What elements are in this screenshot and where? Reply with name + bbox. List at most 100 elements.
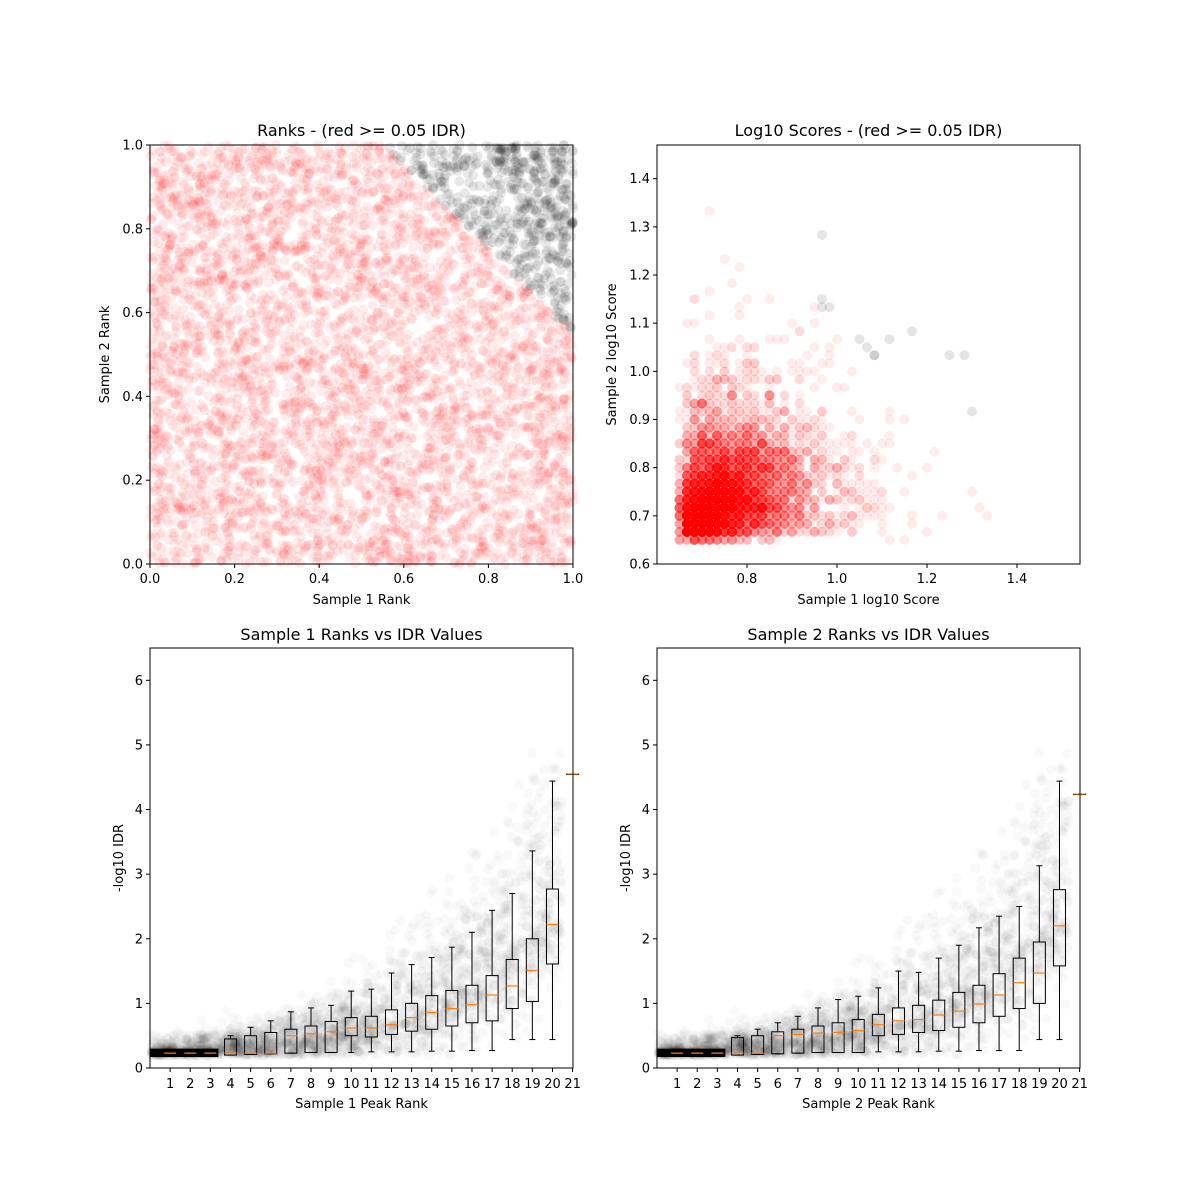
scatter-point bbox=[152, 540, 163, 551]
scatter-point bbox=[305, 466, 316, 477]
scatter-point bbox=[206, 221, 217, 232]
scatter-point bbox=[333, 536, 343, 547]
scatter-point bbox=[441, 158, 452, 169]
scatter-point bbox=[553, 292, 564, 303]
scatter-point bbox=[155, 205, 166, 216]
scatter-point bbox=[385, 256, 395, 267]
scatter-point bbox=[340, 405, 351, 416]
scatter-point bbox=[459, 544, 470, 554]
scatter-point bbox=[558, 479, 569, 490]
scatter-point bbox=[412, 509, 423, 520]
scatter-point bbox=[561, 352, 572, 363]
scatter-point bbox=[321, 467, 332, 478]
scatter-point bbox=[427, 551, 438, 562]
scatter-point bbox=[209, 523, 220, 534]
scatter-point bbox=[274, 438, 285, 449]
scatter-point bbox=[351, 246, 362, 257]
scatter-point bbox=[174, 250, 185, 261]
scatter-point bbox=[387, 522, 398, 533]
scatter-point bbox=[457, 417, 468, 428]
scatter-point bbox=[482, 270, 493, 281]
scatter-point bbox=[530, 174, 541, 185]
scatter-point bbox=[404, 266, 415, 276]
scatter-point bbox=[270, 264, 281, 275]
scatter-point bbox=[273, 503, 284, 513]
scatter-point bbox=[452, 502, 463, 513]
scatter-point bbox=[536, 427, 547, 438]
scatter-point bbox=[206, 185, 217, 195]
scatter-point bbox=[549, 298, 560, 309]
scatter-point bbox=[301, 175, 312, 186]
scatter-point bbox=[209, 476, 220, 487]
scatter-point bbox=[519, 239, 529, 250]
scatter-point bbox=[258, 270, 269, 281]
scatter-point bbox=[566, 352, 577, 363]
scatter-point bbox=[375, 378, 386, 389]
scatter-point bbox=[212, 348, 223, 359]
scatter-point bbox=[339, 296, 349, 307]
scatter-point bbox=[184, 357, 195, 368]
scatter-point bbox=[150, 348, 161, 359]
scatter-point bbox=[182, 457, 192, 468]
scatter-point bbox=[177, 522, 188, 532]
scatter-point bbox=[201, 264, 212, 275]
scatter-point bbox=[518, 284, 529, 295]
scatter-point bbox=[315, 215, 326, 225]
scatter-point bbox=[476, 278, 486, 289]
scatter-point bbox=[536, 375, 547, 386]
scatter-point bbox=[249, 471, 260, 482]
scatter-point bbox=[165, 488, 175, 499]
scatter-point bbox=[254, 372, 265, 383]
scatter-point bbox=[283, 270, 294, 281]
scatter-point bbox=[353, 542, 364, 553]
scatter-point bbox=[270, 187, 280, 198]
scatter-point bbox=[355, 292, 366, 303]
scatter-point bbox=[210, 251, 221, 262]
scatter-point bbox=[217, 182, 228, 193]
scatter-point bbox=[253, 386, 264, 397]
scatter-point bbox=[155, 443, 166, 454]
scatter-point bbox=[481, 386, 492, 396]
scatter-point bbox=[552, 355, 563, 365]
scatter-point bbox=[203, 198, 213, 209]
scatter-point bbox=[482, 181, 493, 192]
scatter-point bbox=[213, 426, 224, 437]
scatter-point bbox=[240, 178, 250, 189]
scatter-point bbox=[322, 335, 333, 346]
scatter-point bbox=[422, 182, 433, 193]
scatter-point bbox=[247, 243, 258, 254]
scatter-point bbox=[445, 340, 456, 351]
scatter-point bbox=[391, 150, 402, 161]
scatter-point bbox=[251, 503, 262, 514]
scatter-point bbox=[501, 410, 512, 421]
scatter-point bbox=[555, 265, 566, 276]
scatter-point bbox=[549, 461, 560, 472]
scatter-point bbox=[323, 171, 334, 182]
scatter-point bbox=[557, 533, 568, 543]
scatter-point bbox=[411, 147, 422, 158]
scatter-point bbox=[429, 197, 440, 208]
scatter-point bbox=[294, 156, 305, 167]
scatter-point bbox=[313, 260, 324, 271]
scatter-point bbox=[375, 485, 386, 496]
scatter-point bbox=[333, 492, 344, 503]
scatter-point bbox=[555, 258, 566, 269]
scatter-point bbox=[552, 156, 563, 167]
scatter-point bbox=[267, 147, 278, 158]
scatter-point bbox=[390, 171, 401, 182]
scatter-point bbox=[473, 381, 484, 392]
scatter-point bbox=[212, 373, 223, 384]
scatter-point bbox=[471, 445, 481, 456]
scatter-point bbox=[367, 300, 378, 311]
scatter-point bbox=[552, 357, 563, 367]
scatter-point bbox=[329, 193, 340, 203]
scatter-point bbox=[360, 485, 371, 495]
scatter-point bbox=[364, 212, 375, 223]
scatter-point bbox=[546, 273, 557, 284]
scatter-point bbox=[154, 468, 165, 479]
scatter-point bbox=[376, 228, 387, 239]
scatter-point bbox=[480, 252, 490, 263]
scatter-point bbox=[159, 178, 169, 189]
scatter-point bbox=[390, 453, 401, 464]
scatter-point bbox=[353, 262, 364, 273]
